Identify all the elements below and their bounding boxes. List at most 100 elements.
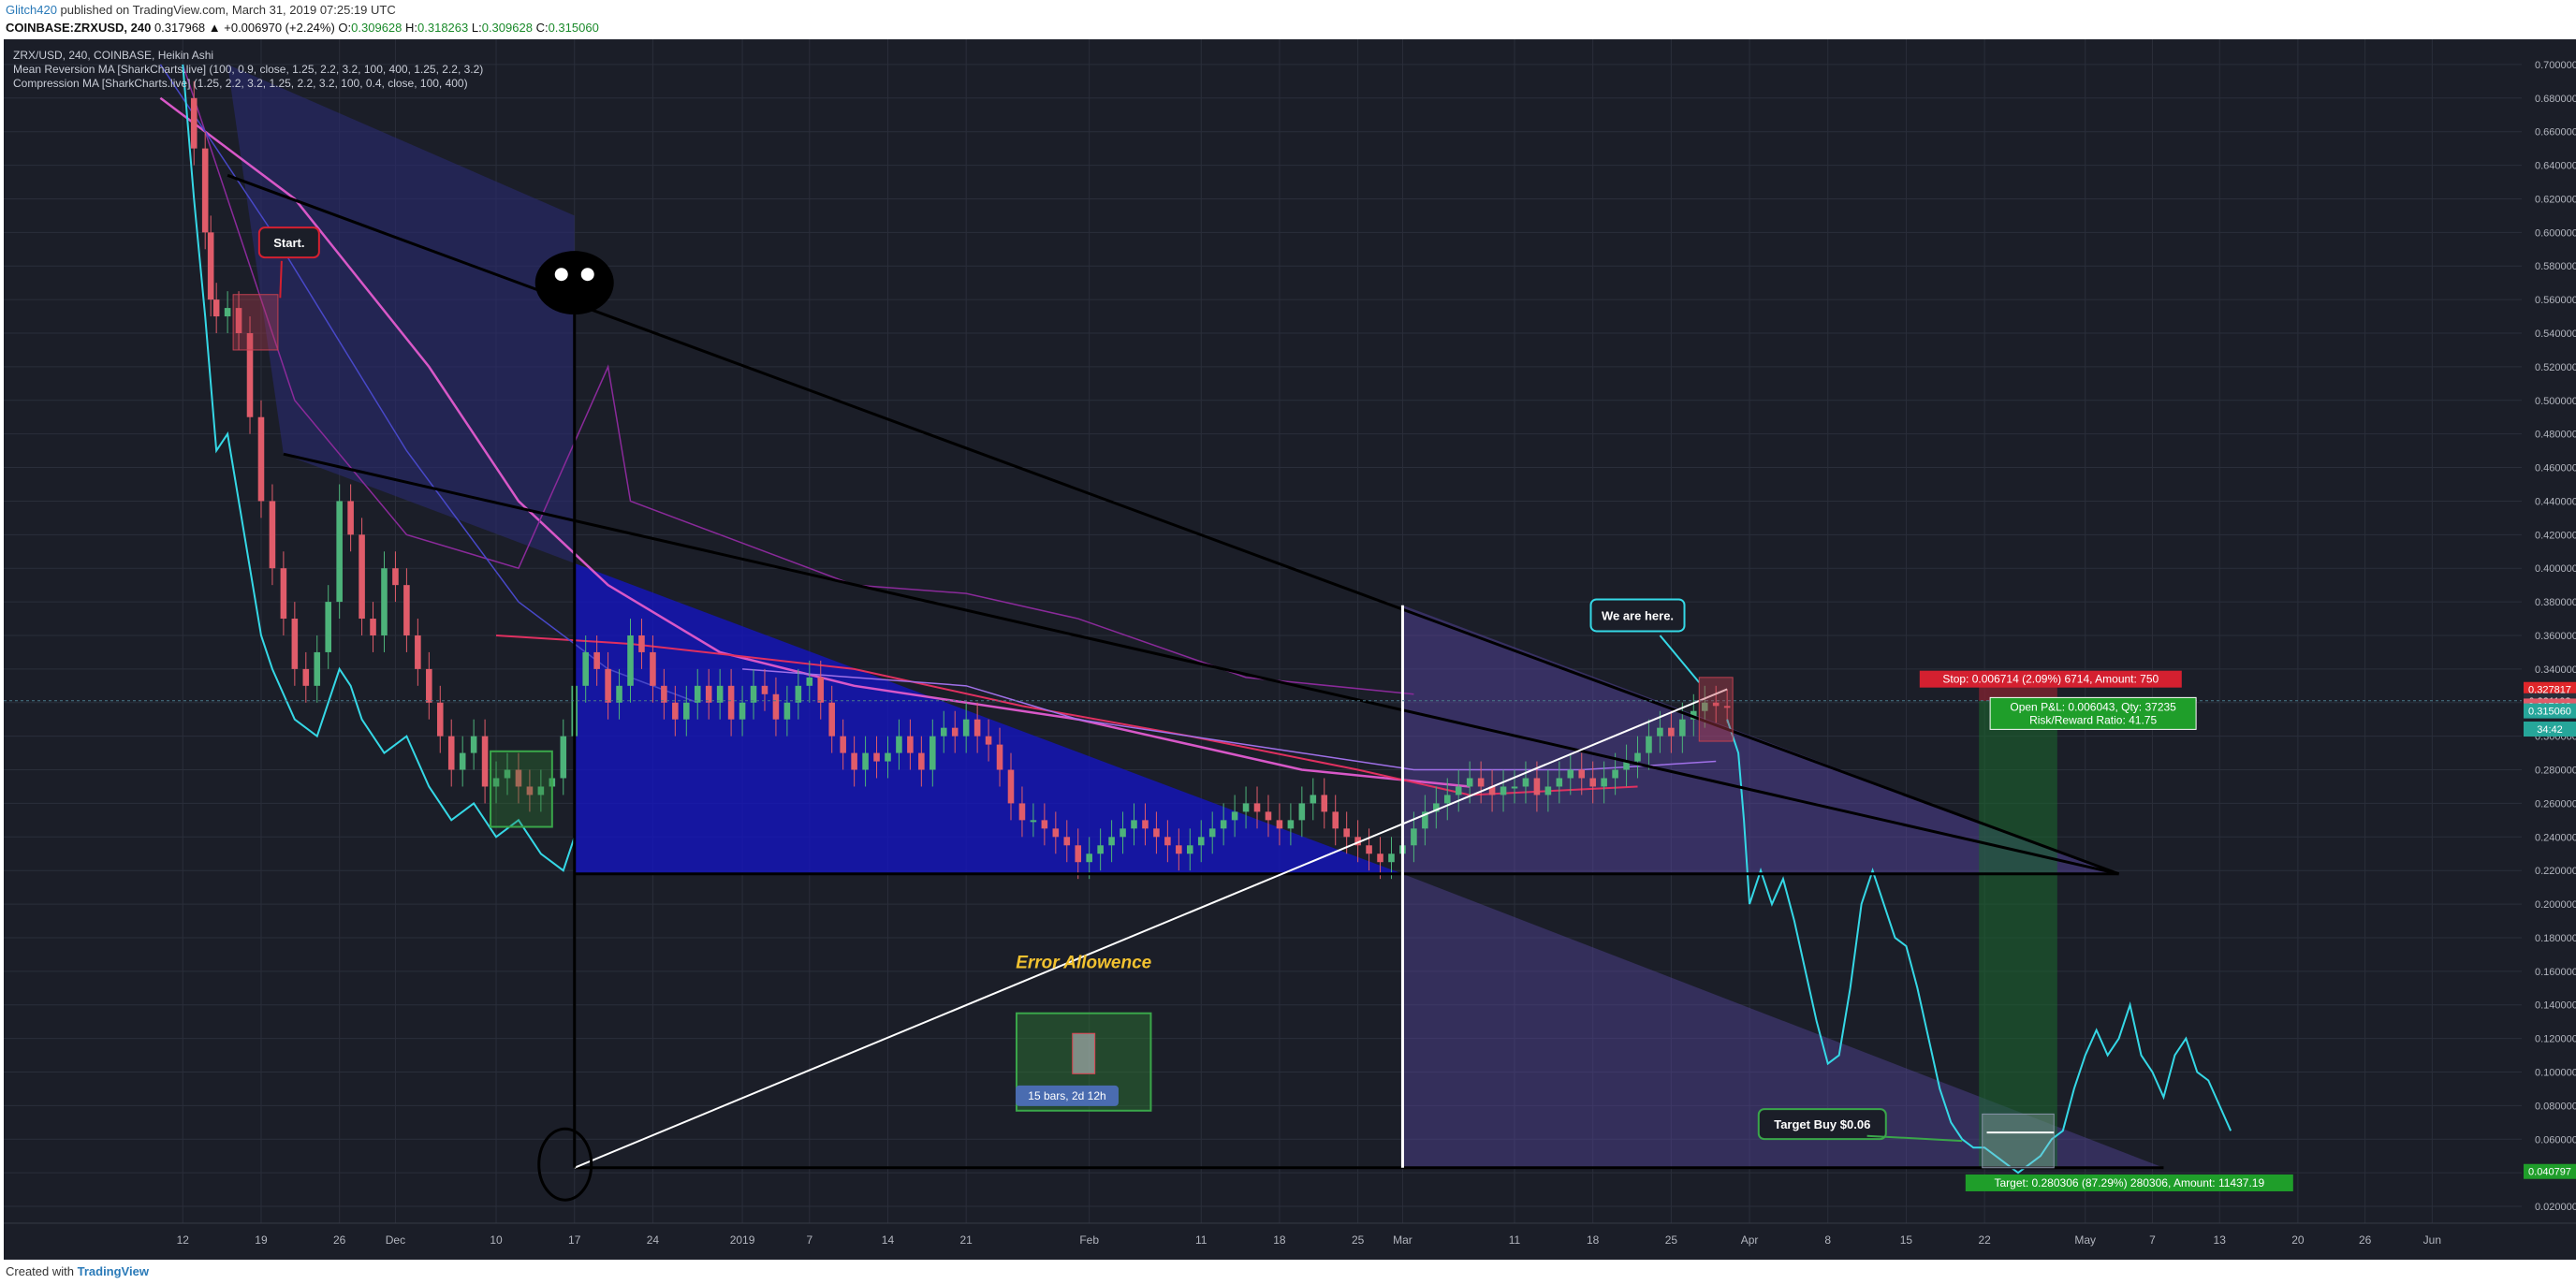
- candle-body: [1544, 786, 1552, 795]
- candle-body: [806, 677, 813, 686]
- price-tick-label: 0.200000: [2535, 899, 2576, 911]
- tradingview-logo[interactable]: TradingView: [77, 1264, 149, 1278]
- candle-body: [1075, 845, 1082, 863]
- candle-body: [224, 308, 231, 317]
- early-shading: [227, 64, 575, 563]
- legend-indicator-2[interactable]: Compression MA [SharkCharts.live] (1.25,…: [13, 77, 468, 90]
- candle-body: [951, 727, 959, 737]
- candle-body: [1197, 837, 1205, 846]
- candle-body: [1030, 820, 1037, 823]
- candle-body: [436, 702, 444, 737]
- chart-svg[interactable]: Start. We are here. Target Buy $0.06 Error …: [4, 39, 2576, 1260]
- candle-body: [783, 702, 791, 720]
- pnl-text: Open P&L: 0.006043, Qty: 37235: [2010, 700, 2176, 713]
- candle-body: [672, 702, 679, 720]
- candle-body: [1723, 706, 1731, 708]
- candle-body: [1522, 778, 1530, 787]
- chart-area[interactable]: Start. We are here. Target Buy $0.06 Error …: [4, 39, 2576, 1260]
- buy-zone: [1982, 1113, 2055, 1169]
- projection-fill-lower: [1402, 873, 2164, 1168]
- candle-body: [269, 501, 276, 569]
- price-tick-label: 0.560000: [2535, 295, 2576, 306]
- time-tick-label: 11: [1509, 1233, 1521, 1247]
- candle-body: [1310, 795, 1317, 804]
- candle-body: [1120, 828, 1126, 838]
- candle-body: [973, 719, 981, 737]
- candle-body: [190, 97, 198, 149]
- candle-body: [515, 769, 522, 787]
- price-tick-label: 0.260000: [2535, 798, 2576, 810]
- author-link[interactable]: Glitch420: [6, 3, 57, 17]
- projection-fill-upper: [1402, 605, 2119, 874]
- price-tick-label: 0.060000: [2535, 1134, 2576, 1145]
- candle-body: [1511, 786, 1518, 789]
- projection-path: [1726, 719, 2232, 1175]
- triangle-fill: [574, 562, 1403, 874]
- bars-range-box: [1015, 1085, 1119, 1106]
- legend-indicator-1[interactable]: Mean Reversion MA [SharkCharts.live] (10…: [13, 63, 484, 76]
- candle-body: [638, 635, 645, 652]
- candle-body: [1265, 811, 1272, 821]
- created-with-text: Created with: [6, 1264, 74, 1278]
- current-zone: [1698, 677, 1734, 742]
- price-tick-label: 0.100000: [2535, 1068, 2576, 1079]
- error-inner: [1072, 1032, 1096, 1074]
- candle-body: [1018, 803, 1026, 821]
- time-tick-label: May: [2074, 1233, 2096, 1247]
- price-tick-label: 0.640000: [2535, 161, 2576, 172]
- time-tick-label: 18: [1273, 1233, 1286, 1247]
- candle-body: [1533, 778, 1541, 795]
- candle-body: [817, 677, 825, 703]
- candle-body: [1153, 828, 1160, 838]
- candle-body: [1208, 828, 1216, 838]
- candle-body: [314, 651, 321, 686]
- time-tick-label: 15: [1900, 1233, 1913, 1247]
- candle-body: [1242, 803, 1250, 812]
- candle-body: [650, 651, 656, 686]
- time-tick-label: 10: [490, 1233, 503, 1247]
- we-are-here-pointer: [1659, 635, 1701, 683]
- shark-eye-right: [580, 268, 594, 282]
- candle-body: [593, 651, 600, 669]
- candle-body: [1646, 736, 1652, 753]
- candle-body: [761, 685, 768, 694]
- candle-body: [381, 568, 388, 635]
- start-zone: [232, 294, 279, 351]
- candle-body: [1276, 820, 1283, 829]
- price-tick-label: 0.080000: [2535, 1101, 2576, 1112]
- price-label-bg: [2524, 681, 2576, 697]
- candle-body: [873, 752, 880, 762]
- time-tick-label: 20: [2291, 1233, 2305, 1247]
- shark-eye-left: [554, 268, 568, 282]
- candle-body: [481, 736, 489, 787]
- start-callout-box: [257, 226, 320, 259]
- candle-body: [1466, 778, 1473, 787]
- candle-body: [459, 752, 466, 770]
- start-pointer: [279, 260, 283, 299]
- published-text: published on TradingView.com, March 31, …: [60, 3, 396, 17]
- candle-body: [1567, 769, 1574, 779]
- candle-body: [716, 685, 724, 703]
- price-tick-label: 0.140000: [2535, 1000, 2576, 1012]
- candle-body: [772, 693, 780, 720]
- legend-symbol[interactable]: ZRX/USD, 240, COINBASE, Heikin Ashi: [13, 49, 214, 62]
- price-label-bg: [2524, 1163, 2576, 1179]
- candle-body: [1422, 811, 1428, 829]
- time-tick-label: 24: [647, 1233, 660, 1247]
- entry-zone: [490, 750, 553, 828]
- candle-body: [750, 685, 757, 703]
- candle-body: [683, 702, 690, 720]
- candle-body: [201, 148, 209, 233]
- candle-body: [207, 232, 214, 300]
- price-tick-label: 0.380000: [2535, 597, 2576, 608]
- candle-body: [1690, 710, 1697, 720]
- candle-body: [940, 727, 947, 737]
- candle-body: [605, 668, 611, 703]
- candle-body: [212, 299, 220, 317]
- close-value: 0.315060: [548, 21, 599, 35]
- candle-body: [1298, 803, 1306, 821]
- candle-body: [705, 685, 712, 703]
- price-tick-label: 0.580000: [2535, 261, 2576, 272]
- candle-body: [257, 416, 265, 502]
- candle-body: [1657, 727, 1663, 737]
